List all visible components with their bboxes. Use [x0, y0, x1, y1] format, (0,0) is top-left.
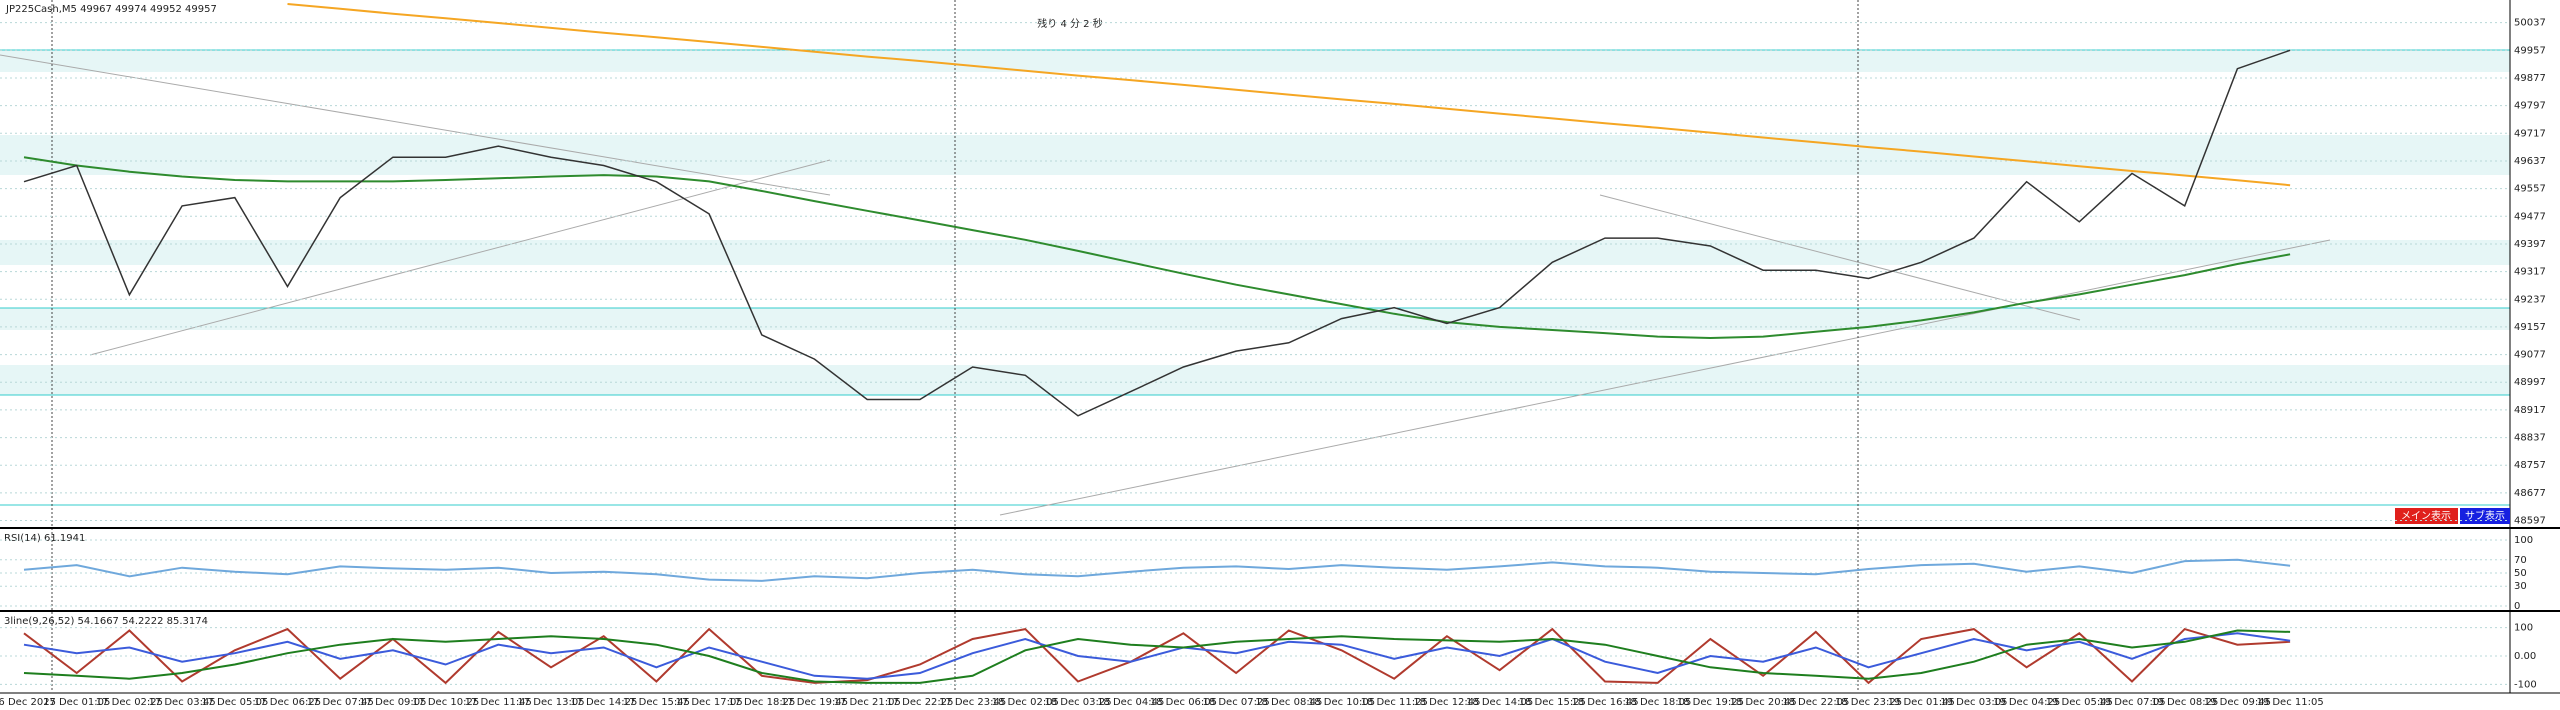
- sub-button[interactable]: [2460, 508, 2510, 524]
- y-tick-label: 70: [2514, 555, 2527, 566]
- y-tick-label: 48597: [2514, 516, 2546, 527]
- y-tick-label: 48917: [2514, 405, 2546, 416]
- y-tick-label: -100: [2514, 679, 2537, 690]
- y-tick-label: 49637: [2514, 156, 2546, 167]
- x-tick-label: 17 Dec 11:45: [465, 697, 532, 708]
- x-tick-label: 17 Dec 06:25: [254, 697, 321, 708]
- x-tick-label: 18 Dec 22:05: [1782, 697, 1849, 708]
- y-tick-label: 49237: [2514, 294, 2546, 305]
- rsi-title: RSI(14) 61.1941: [4, 533, 85, 544]
- x-tick-label: 17 Dec 13:05: [517, 697, 584, 708]
- countdown: 残り 4 分 2 秒: [1037, 17, 1102, 30]
- main-button-label[interactable]: メイン表示: [2401, 509, 2451, 522]
- trend-line: [0, 54, 831, 196]
- y-tick-label: 100: [2514, 623, 2533, 634]
- y-tick-label: 49957: [2514, 45, 2546, 56]
- x-tick-label: 18 Dec 04:45: [1097, 697, 1164, 708]
- x-tick-label: 18 Dec 14:05: [1466, 697, 1533, 708]
- x-tick-label: 18 Dec 08:45: [1255, 697, 1322, 708]
- zone: [0, 135, 2510, 175]
- x-tick-label: 17 Dec 03:45: [148, 697, 215, 708]
- sub-button-label[interactable]: サブ表示: [2465, 509, 2505, 522]
- x-tick-label: 18 Dec 12:45: [1413, 697, 1480, 708]
- y-tick-label: 48837: [2514, 433, 2546, 444]
- x-tick-label: 17 Dec 09:05: [359, 697, 426, 708]
- y-tick-label: 48677: [2514, 488, 2546, 499]
- chart-title: JP225Cash,M5 49967 49974 49952 49957: [5, 4, 217, 15]
- zone: [0, 50, 2510, 72]
- series-line: [23, 156, 2291, 340]
- y-tick-label: 49477: [2514, 211, 2546, 222]
- x-tick-label: 19 Dec 01:45: [1888, 697, 1955, 708]
- x-tick-label: 17 Dec 22:25: [886, 697, 953, 708]
- x-tick-label: 19 Dec 11:05: [2256, 697, 2323, 708]
- x-tick-label: 18 Dec 11:25: [1361, 697, 1428, 708]
- series-line: [23, 627, 2291, 685]
- x-tick-label: 18 Dec 16:45: [1571, 697, 1638, 708]
- x-tick-label: 17 Dec 01:05: [43, 697, 110, 708]
- oscillator-title: 3line(9,26,52) 54.1667 54.2222 85.3174: [4, 616, 208, 627]
- x-tick-label: 17 Dec 17:05: [675, 697, 742, 708]
- x-tick-label: 18 Dec 10:05: [1308, 697, 1375, 708]
- x-tick-label: 17 Dec 14:25: [570, 697, 637, 708]
- x-tick-label: 19 Dec 03:05: [1940, 697, 2007, 708]
- x-tick-label: 17 Dec 10:25: [412, 697, 479, 708]
- series-line: [23, 49, 2291, 417]
- y-tick-label: 48757: [2514, 460, 2546, 471]
- x-tick-label: 17 Dec 23:45: [939, 697, 1006, 708]
- y-tick-label: 30: [2514, 581, 2527, 592]
- x-tick-label: 19 Dec 04:25: [1993, 697, 2060, 708]
- series-line: [23, 629, 2291, 684]
- x-tick-label: 19 Dec 05:45: [2046, 697, 2113, 708]
- y-tick-label: 49397: [2514, 239, 2546, 250]
- series-line: [287, 3, 2291, 187]
- y-tick-label: 49157: [2514, 322, 2546, 333]
- series-line: [23, 632, 2291, 680]
- x-tick-label: 17 Dec 18:25: [728, 697, 795, 708]
- zone: [0, 365, 2510, 395]
- y-tick-label: 0: [2514, 601, 2520, 612]
- x-tick-label: 19 Dec 08:25: [2151, 697, 2218, 708]
- x-tick-label: 17 Dec 05:05: [201, 697, 268, 708]
- x-tick-label: 18 Dec 15:25: [1519, 697, 1586, 708]
- y-tick-label: 49317: [2514, 267, 2546, 278]
- trend-line: [89, 159, 831, 356]
- series-line: [23, 558, 2291, 582]
- y-tick-label: 49077: [2514, 350, 2546, 361]
- main-button[interactable]: [2395, 508, 2458, 524]
- y-tick-label: 48997: [2514, 377, 2546, 388]
- x-tick-label: 17 Dec 19:45: [781, 697, 848, 708]
- x-tick-label: 18 Dec 18:05: [1624, 697, 1691, 708]
- y-tick-label: 49877: [2514, 73, 2546, 84]
- x-tick-label: 16 Dec 2025: [0, 697, 56, 708]
- x-tick-label: 17 Dec 07:45: [307, 697, 374, 708]
- x-tick-label: 18 Dec 02:05: [992, 697, 1059, 708]
- x-tick-label: 17 Dec 15:45: [623, 697, 690, 708]
- x-tick-label: 18 Dec 06:05: [1150, 697, 1217, 708]
- x-tick-label: 17 Dec 02:25: [96, 697, 163, 708]
- x-tick-label: 18 Dec 07:25: [1202, 697, 1269, 708]
- y-tick-label: 49797: [2514, 101, 2546, 112]
- x-tick-label: 18 Dec 23:25: [1835, 697, 1902, 708]
- x-tick-label: 18 Dec 03:25: [1044, 697, 1111, 708]
- y-tick-label: 50037: [2514, 18, 2546, 29]
- y-tick-label: 100: [2514, 535, 2533, 546]
- y-tick-label: 0.00: [2514, 651, 2536, 662]
- y-tick-label: 49557: [2514, 184, 2546, 195]
- x-tick-label: 19 Dec 09:45: [2204, 697, 2271, 708]
- x-tick-label: 18 Dec 20:45: [1729, 697, 1796, 708]
- x-tick-label: 17 Dec 21:05: [834, 697, 901, 708]
- x-tick-label: 18 Dec 19:25: [1677, 697, 1744, 708]
- trend-line: [999, 239, 2331, 516]
- y-tick-label: 50: [2514, 568, 2527, 579]
- x-tick-label: 19 Dec 07:05: [2098, 697, 2165, 708]
- y-tick-label: 49717: [2514, 128, 2546, 139]
